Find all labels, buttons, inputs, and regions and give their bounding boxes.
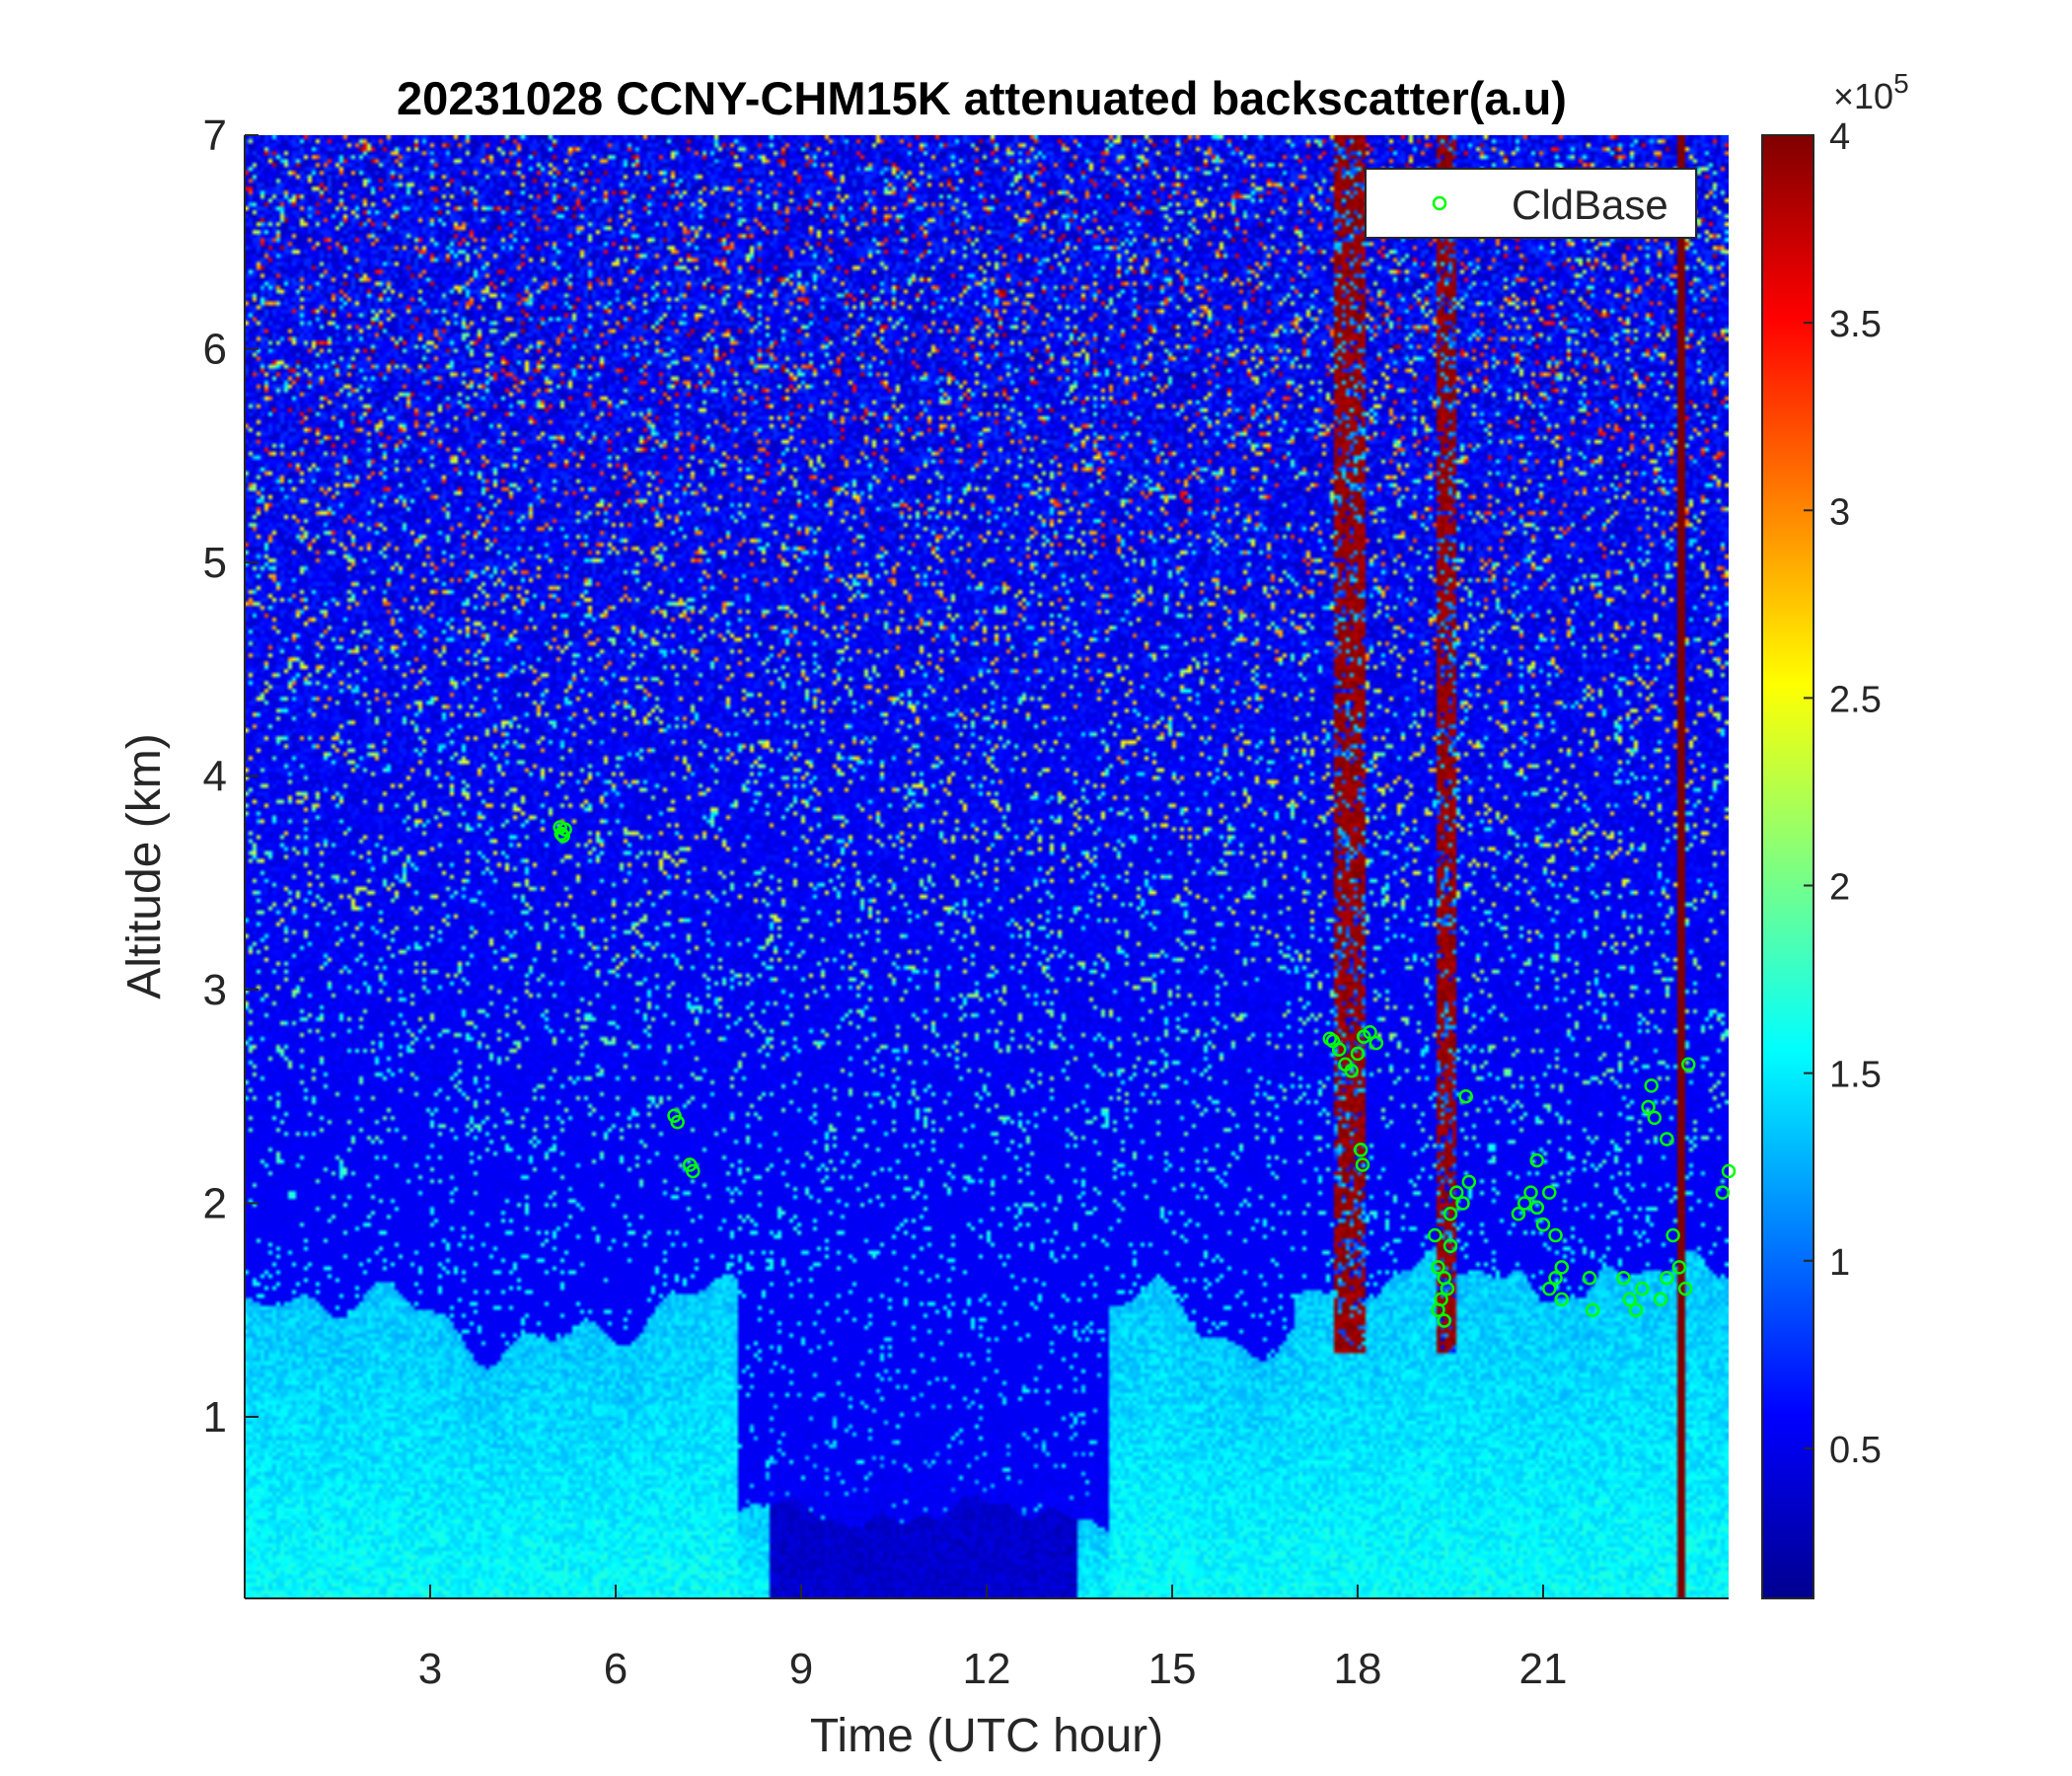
cloud-base-point	[670, 1114, 685, 1130]
cloud-base-point	[1681, 1057, 1696, 1073]
cloud-base-point	[1554, 1292, 1570, 1307]
cloud-base-point	[1431, 1260, 1445, 1275]
heatmap-raster	[245, 135, 1729, 1598]
cloud-base-point	[1331, 1042, 1347, 1057]
cloud-base-point	[1431, 1302, 1445, 1317]
cloud-base-point	[1653, 1292, 1668, 1307]
cloud-base-point	[686, 1163, 701, 1179]
colorbar-tick-label: 4	[1829, 116, 1850, 158]
cloud-base-point	[1647, 1110, 1663, 1126]
y-tick-label: 2	[203, 1179, 227, 1227]
y-tick-label: 5	[203, 539, 227, 587]
cloud-base-point	[1554, 1260, 1570, 1275]
cloud-base-point	[1660, 1132, 1674, 1147]
cloud-base-point	[1355, 1157, 1370, 1172]
cloud-base-point	[1644, 1078, 1659, 1093]
x-tick-label: 3	[418, 1645, 442, 1693]
colorbar: 0.5 1 1.5 2 2.5 3 3.5 4 ×105	[1761, 68, 1909, 1599]
cloud-base-point	[1353, 1143, 1369, 1157]
cloud-base-point	[1363, 1025, 1377, 1040]
x-tick-label: 12	[963, 1645, 1011, 1693]
colorbar-tick-label: 3.5	[1829, 304, 1882, 345]
colorbar-tick-label: 2.5	[1829, 679, 1882, 720]
cloud-base-point	[1677, 1281, 1693, 1296]
cloud-base-point	[1350, 1046, 1366, 1062]
cloud-base-point	[1529, 1152, 1544, 1168]
y-tick-label: 1	[203, 1393, 227, 1442]
legend-marker-icon	[1432, 195, 1447, 211]
x-tick-label: 15	[1148, 1645, 1197, 1693]
cloud-base-point	[555, 828, 570, 844]
cloud-base-point	[1582, 1271, 1597, 1286]
cloud-base-point	[1344, 1064, 1359, 1078]
cloud-base-point	[1641, 1099, 1656, 1115]
backscatter-heatmap	[245, 135, 1729, 1598]
cloud-base-point	[1665, 1227, 1680, 1243]
colorbar-tick-label: 0.5	[1829, 1430, 1882, 1471]
cloud-base-point	[1523, 1185, 1538, 1200]
y-tick-label: 6	[203, 325, 227, 373]
cloud-base-point	[1443, 1238, 1458, 1254]
legend-label: CldBase	[1512, 182, 1668, 228]
cloud-base-point	[1635, 1281, 1650, 1296]
cloud-base-point	[1529, 1200, 1544, 1216]
cloud-base-point	[1428, 1227, 1443, 1243]
cloud-base-point	[1542, 1281, 1557, 1296]
colorbar-tick-label: 3	[1829, 491, 1850, 533]
x-tick-label: 21	[1519, 1645, 1568, 1693]
cloud-base-point	[1585, 1302, 1600, 1317]
cloud-base-point	[1542, 1185, 1557, 1200]
x-tick-label: 9	[789, 1645, 813, 1693]
cloud-base-point	[1548, 1227, 1563, 1243]
cloud-base-point	[1622, 1292, 1637, 1307]
y-tick-label: 4	[203, 752, 227, 800]
colorbar-gradient	[1761, 134, 1814, 1599]
cloud-base-point	[557, 822, 572, 837]
cloud-base-point	[1437, 1271, 1451, 1286]
cloud-base-point	[1443, 1207, 1458, 1221]
cloud-base-point	[1535, 1217, 1551, 1232]
cloud-base-point	[1458, 1088, 1473, 1104]
cloud-base-point	[1437, 1313, 1451, 1328]
legend-box	[1365, 168, 1697, 239]
y-tick-label: 3	[203, 966, 227, 1014]
y-axis-label: Altitude (km)	[118, 733, 171, 999]
x-tick-label: 18	[1334, 1645, 1382, 1693]
colorbar-ticks: 0.5 1 1.5 2 2.5 3 3.5 4	[1804, 116, 1882, 1471]
cloud-base-series	[553, 820, 1737, 1328]
colorbar-tick-label: 1	[1829, 1242, 1850, 1284]
cloud-base-point	[1461, 1174, 1477, 1190]
chart-title: 20231028 CCNY-CHM15K attenuated backscat…	[397, 72, 1567, 124]
x-tick-label: 6	[604, 1645, 628, 1693]
legend: CldBase	[1365, 168, 1697, 239]
cloud-base-point	[1548, 1271, 1563, 1286]
colorbar-tick-label: 2	[1829, 867, 1850, 909]
y-axis-ticks: 1 2 3 4 5 6 7	[203, 111, 259, 1442]
cloud-base-point	[1715, 1185, 1730, 1200]
cloud-base-point	[1449, 1185, 1464, 1200]
x-axis-label: Time (UTC hour)	[810, 1710, 1163, 1762]
colorbar-exponent: ×105	[1833, 68, 1909, 116]
cloud-base-point	[1455, 1196, 1470, 1211]
cloud-base-point	[1660, 1271, 1674, 1286]
colorbar-tick-label: 1.5	[1829, 1055, 1882, 1096]
cloud-base-point	[1671, 1260, 1687, 1275]
cloud-base-point	[1721, 1163, 1737, 1179]
y-tick-label: 7	[203, 111, 227, 160]
cloud-base-point	[1628, 1302, 1644, 1317]
cloud-base-point	[1511, 1207, 1526, 1221]
x-axis-ticks: 3 6 9 12 15 18 21	[418, 1585, 1568, 1693]
cloud-base-point	[1616, 1271, 1631, 1286]
cloud-base-point	[1517, 1196, 1532, 1211]
cloud-base-point	[1369, 1035, 1384, 1051]
